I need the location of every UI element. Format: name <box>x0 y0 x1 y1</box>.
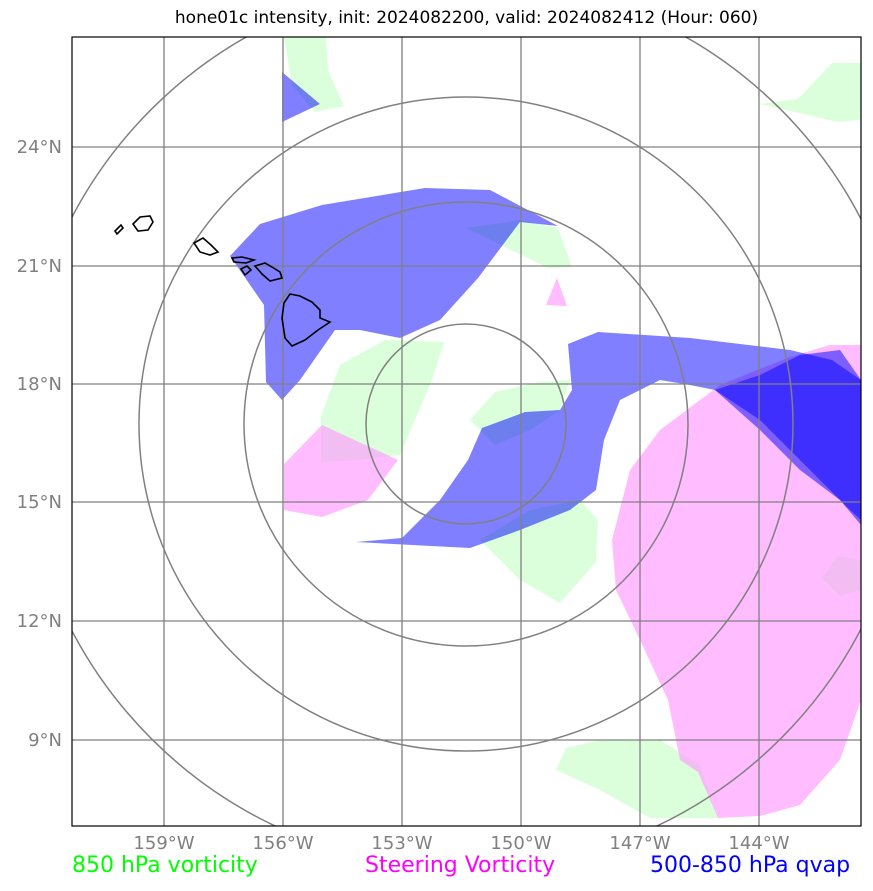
lat-label: 9°N <box>28 730 62 751</box>
lat-label: 18°N <box>17 374 62 395</box>
lat-label: 12°N <box>17 611 62 632</box>
qvap-500-850-fields <box>230 72 861 548</box>
lat-label: 24°N <box>17 137 62 158</box>
map-frame <box>71 36 862 827</box>
lon-label: 147°W <box>609 833 670 854</box>
lon-label: 159°W <box>133 833 194 854</box>
hawaii-coastlines <box>113 215 332 347</box>
map-title: hone01c intensity, init: 2024082200, val… <box>174 8 759 28</box>
lon-label: 156°W <box>252 833 313 854</box>
legend-850-vorticity: 850 hPa vorticity <box>72 853 258 878</box>
latitude-labels: 24°N 21°N 18°N 15°N 12°N 9°N <box>17 137 62 751</box>
lon-label: 150°W <box>490 833 551 854</box>
lon-label: 153°W <box>371 833 432 854</box>
legend-qvap: 500-850 hPa qvap <box>650 853 851 878</box>
longitude-labels: 159°W 156°W 153°W 150°W 147°W 144°W <box>133 833 789 854</box>
lat-label: 15°N <box>17 492 62 513</box>
range-rings <box>72 37 861 826</box>
lon-label: 144°W <box>728 833 789 854</box>
lat-label: 21°N <box>17 256 62 277</box>
legend-steering-vorticity: Steering Vorticity <box>365 853 556 878</box>
